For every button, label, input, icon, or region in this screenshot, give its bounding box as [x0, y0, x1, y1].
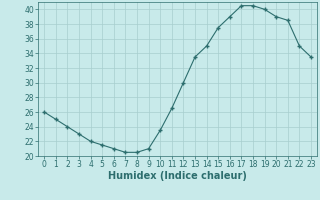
X-axis label: Humidex (Indice chaleur): Humidex (Indice chaleur) — [108, 171, 247, 181]
